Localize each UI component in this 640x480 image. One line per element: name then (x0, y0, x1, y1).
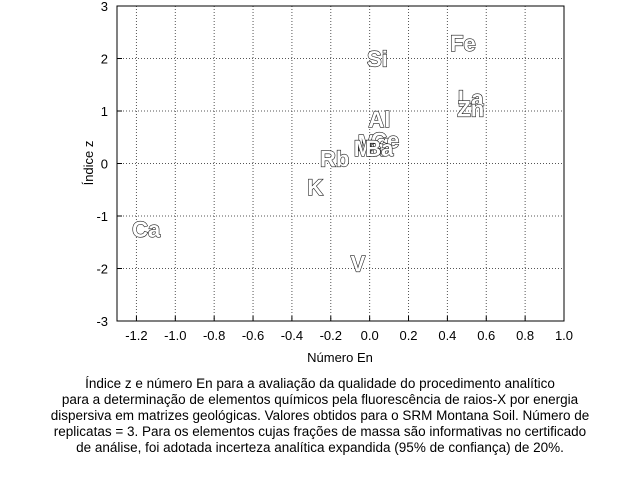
data-point-al: Al (368, 107, 390, 132)
y-tick-label: -2 (96, 262, 108, 277)
x-tick-label: -0.2 (320, 328, 342, 343)
data-point-mg: Mg (358, 131, 390, 156)
x-tick-label: -0.4 (281, 328, 303, 343)
x-tick-label: 1.0 (555, 328, 573, 343)
x-tick-label: 0.8 (516, 328, 534, 343)
caption-line-1: Índice z e número En para a avaliação da… (85, 376, 555, 391)
y-tick-label: 2 (101, 52, 108, 67)
figure-caption: Índice z e número En para a avaliação da… (0, 376, 640, 456)
x-tick-label: 0.4 (438, 328, 456, 343)
data-point-zn: Zn (457, 96, 484, 121)
x-tick-label: -0.8 (203, 328, 225, 343)
caption-line-3: dispersiva em matrizes geológicas. Valor… (50, 408, 590, 423)
x-tick-label: -1.2 (125, 328, 147, 343)
grid-lines (117, 6, 564, 321)
y-tick-label: -1 (96, 209, 108, 224)
y-tick-label: 0 (101, 157, 108, 172)
data-point-rb: Rb (320, 146, 349, 171)
data-point-k: K (307, 175, 323, 200)
x-tick-label: -0.6 (242, 328, 264, 343)
y-tick-label: 3 (101, 0, 108, 14)
scatter-chart: -1.2 -1.0 -0.8 -0.6 -0.4 -0.2 0.0 0.2 0.4 0.6 0.8 1… (81, 0, 573, 365)
y-tick-label: 1 (101, 104, 108, 119)
x-tick-label: 0.6 (477, 328, 495, 343)
x-tick-label: 0.0 (361, 328, 379, 343)
caption-line-2: para a determinação de elementos químico… (61, 392, 579, 407)
x-tick-label: -1.0 (164, 328, 186, 343)
y-axis-title: Índice z (81, 141, 96, 186)
data-point-mn: Mn (354, 136, 386, 161)
caption-line-4: replicatas = 3. Para os elementos cujas … (53, 424, 587, 439)
data-point-fe: Fe (450, 31, 476, 56)
data-point-ce: Ce (371, 128, 399, 153)
data-point-la: La (458, 86, 484, 111)
x-tick-label: 0.2 (399, 328, 417, 343)
axis-ticks: -1.2 -1.0 -0.8 -0.6 -0.4 -0.2 0.0 0.2 0.4 0.6 0.8 1… (96, 0, 573, 343)
y-tick-label: -3 (96, 314, 108, 329)
data-point-si: Si (367, 47, 388, 72)
data-point-v: V (351, 251, 366, 276)
data-point-ba: Ba (365, 136, 394, 161)
caption-line-5: de análise, foi adotada incerteza analít… (76, 440, 564, 455)
data-point-ca: Ca (132, 217, 161, 242)
x-axis-title: Número En (307, 350, 373, 365)
